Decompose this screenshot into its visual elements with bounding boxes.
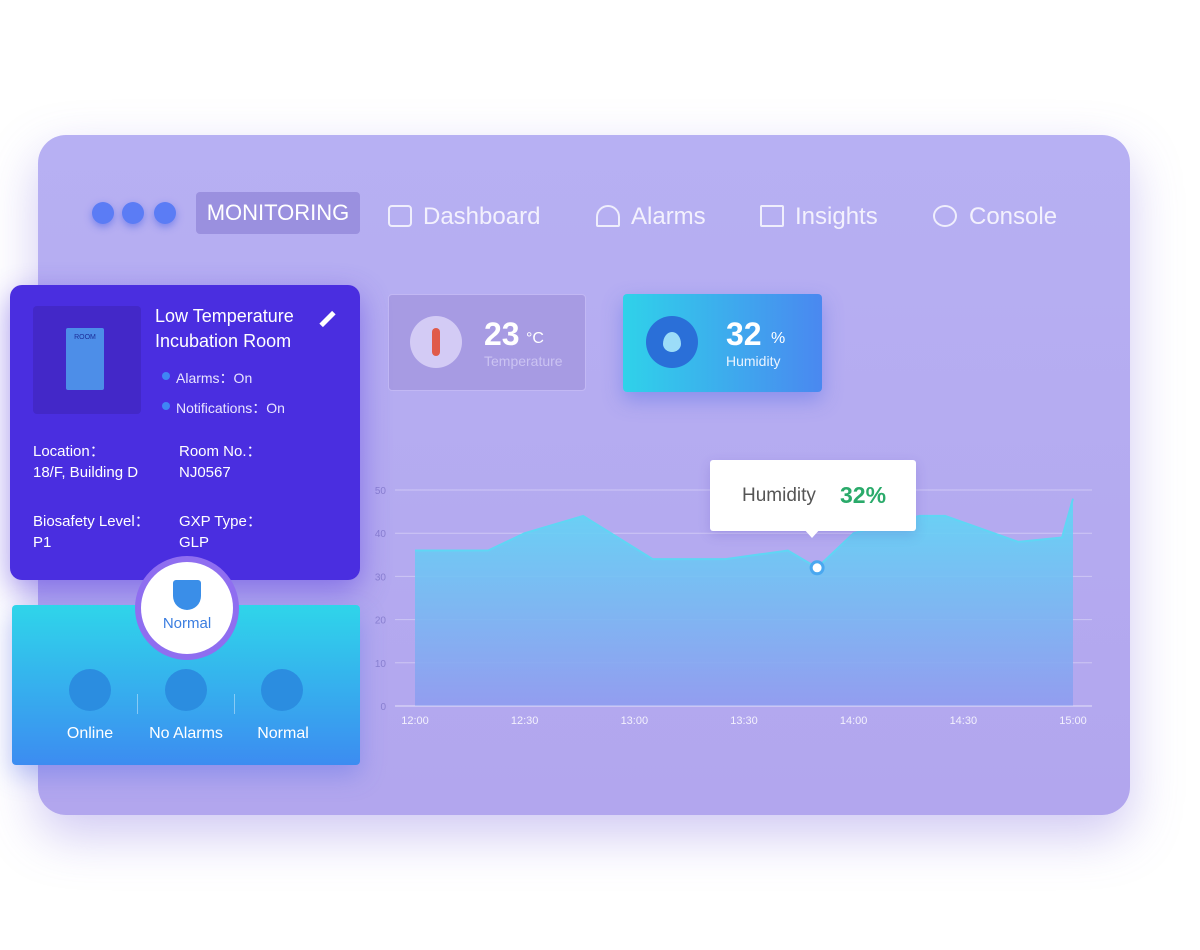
room-status: Notifications：On bbox=[176, 400, 285, 416]
door-label: ROOM bbox=[66, 328, 104, 390]
status-icon bbox=[69, 669, 111, 711]
window-dot[interactable] bbox=[154, 202, 176, 224]
area bbox=[415, 498, 1073, 706]
field-value: GLP bbox=[179, 534, 210, 551]
tooltip-value: 32% bbox=[840, 482, 887, 508]
x-tick-label: 15:00 bbox=[1059, 715, 1087, 727]
nav-icon bbox=[596, 205, 620, 227]
status-label: Online bbox=[66, 725, 114, 742]
temperature-label: Temperature bbox=[484, 353, 563, 369]
field-value: 18/F, Building D bbox=[33, 464, 139, 481]
x-tick-label: 13:30 bbox=[730, 715, 758, 727]
humidity-icon bbox=[646, 316, 698, 368]
badge-label: Normal bbox=[162, 615, 212, 632]
room-title: Low Temperature bbox=[155, 306, 294, 326]
y-tick-label: 0 bbox=[380, 702, 386, 713]
x-tick-label: 13:00 bbox=[621, 715, 649, 727]
room-image: ROOM bbox=[33, 306, 141, 414]
x-tick-label: 14:00 bbox=[840, 715, 868, 727]
humidity-value: 32 bbox=[726, 316, 762, 352]
room-status: Alarms：On bbox=[176, 370, 253, 386]
nav-icon bbox=[388, 205, 412, 227]
x-tick-label: 14:30 bbox=[950, 715, 978, 727]
humidity-label: Humidity bbox=[726, 353, 781, 369]
nav-item[interactable]: Console bbox=[969, 203, 1058, 230]
field-label: Room No.： bbox=[179, 443, 262, 460]
line bbox=[415, 498, 1074, 570]
y-tick-label: 20 bbox=[375, 616, 387, 627]
temperature-unit: °C bbox=[526, 330, 544, 347]
field-label: Location： bbox=[33, 443, 105, 460]
tooltip bbox=[710, 460, 916, 531]
tooltip-arrow bbox=[803, 528, 821, 538]
status-dot bbox=[162, 372, 170, 380]
status-dot bbox=[162, 402, 170, 410]
nav-icon bbox=[760, 205, 784, 227]
status-label: Normal bbox=[257, 725, 309, 742]
status-label: No Alarms bbox=[149, 725, 223, 742]
y-tick-label: 30 bbox=[375, 572, 387, 583]
temperature-icon bbox=[410, 316, 462, 368]
x-tick-label: 12:00 bbox=[401, 715, 429, 727]
window-dot[interactable] bbox=[122, 202, 144, 224]
field-value: P1 bbox=[33, 534, 52, 551]
field-label: Biosafety Level： bbox=[33, 513, 150, 530]
divider bbox=[234, 694, 235, 714]
divider bbox=[137, 694, 138, 714]
tooltip-label: Humidity bbox=[742, 485, 816, 506]
nav-item[interactable]: Dashboard bbox=[423, 203, 541, 230]
nav-item[interactable]: Insights bbox=[795, 203, 878, 230]
status-icon bbox=[261, 669, 303, 711]
humidity-unit: % bbox=[771, 330, 786, 347]
shield-icon bbox=[173, 580, 201, 610]
nav-item[interactable]: Alarms bbox=[631, 203, 706, 230]
y-tick-label: 10 bbox=[375, 659, 387, 670]
window-dot[interactable] bbox=[92, 202, 114, 224]
y-tick-label: 50 bbox=[375, 486, 387, 497]
nav-active[interactable]: MONITORING bbox=[196, 192, 360, 234]
temperature-value: 23 bbox=[484, 316, 520, 352]
field-label: GXP Type： bbox=[179, 513, 262, 530]
y-tick-label: 40 bbox=[375, 529, 387, 540]
room-title: Incubation Room bbox=[155, 331, 292, 351]
x-tick-label: 12:30 bbox=[511, 715, 539, 727]
highlight-point bbox=[809, 560, 825, 576]
status-icon bbox=[165, 669, 207, 711]
nav-icon bbox=[933, 205, 957, 227]
field-value: NJ0567 bbox=[179, 464, 231, 481]
